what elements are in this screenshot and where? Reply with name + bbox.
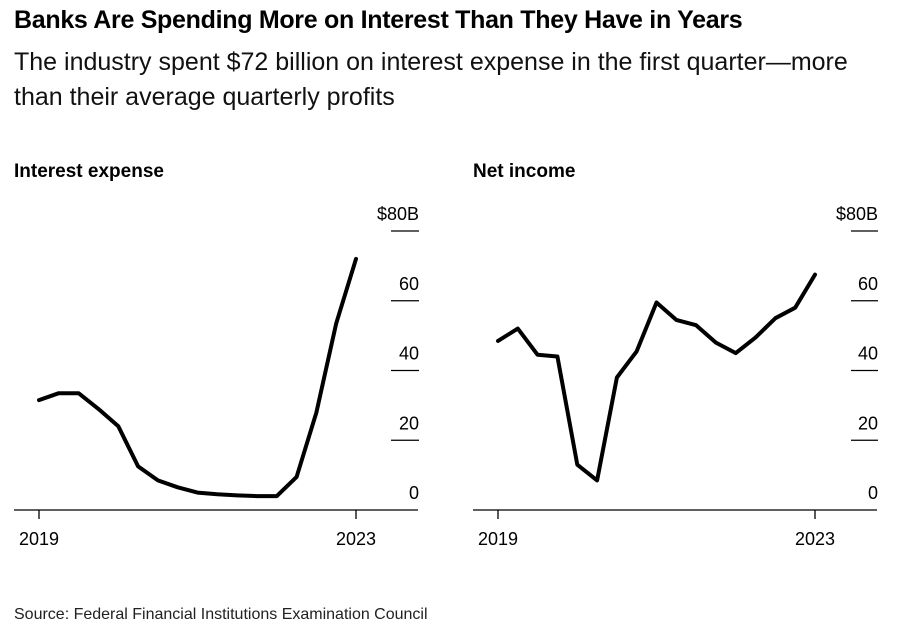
interest-expense-x-tick-label-2023: 2023 (336, 529, 376, 549)
interest-expense-y-tick-label-60: 60 (399, 274, 419, 294)
net-income-x-tick-label-2019: 2019 (478, 529, 518, 549)
net-income-series-line (496, 272, 817, 483)
chart-title: Banks Are Spending More on Interest Than… (14, 6, 743, 34)
interest-expense-y-tick-label-20: 20 (399, 413, 419, 433)
net-income-x-tick-label-2023: 2023 (795, 529, 835, 549)
net-income-y-tick-label-0: 0 (868, 483, 878, 503)
net-income-y-tick-label-40: 40 (858, 344, 878, 364)
interest-expense-panel-title: Interest expense (14, 161, 164, 182)
interest-expense-series-line (37, 256, 358, 499)
chart-subtitle: The industry spent $72 billion on intere… (14, 48, 848, 111)
net-income-y-tick-label-20: 20 (858, 413, 878, 433)
interest-expense-chart: 0 20 40 60 $80B 2019 2023 (14, 204, 419, 549)
net-income-y-tick-label-60: 60 (858, 274, 878, 294)
net-income-chart: 0 20 40 60 $80B 2019 2023 (473, 204, 878, 549)
source-note: Source: Federal Financial Institutions E… (14, 606, 428, 623)
interest-expense-y-tick-label-40: 40 (399, 344, 419, 364)
interest-expense-y-tick-label-80: $80B (377, 204, 419, 224)
net-income-y-tick-label-80: $80B (836, 204, 878, 224)
interest-expense-y-tick-label-0: 0 (409, 483, 419, 503)
net-income-panel-title: Net income (473, 161, 576, 182)
interest-expense-x-tick-label-2019: 2019 (19, 529, 59, 549)
